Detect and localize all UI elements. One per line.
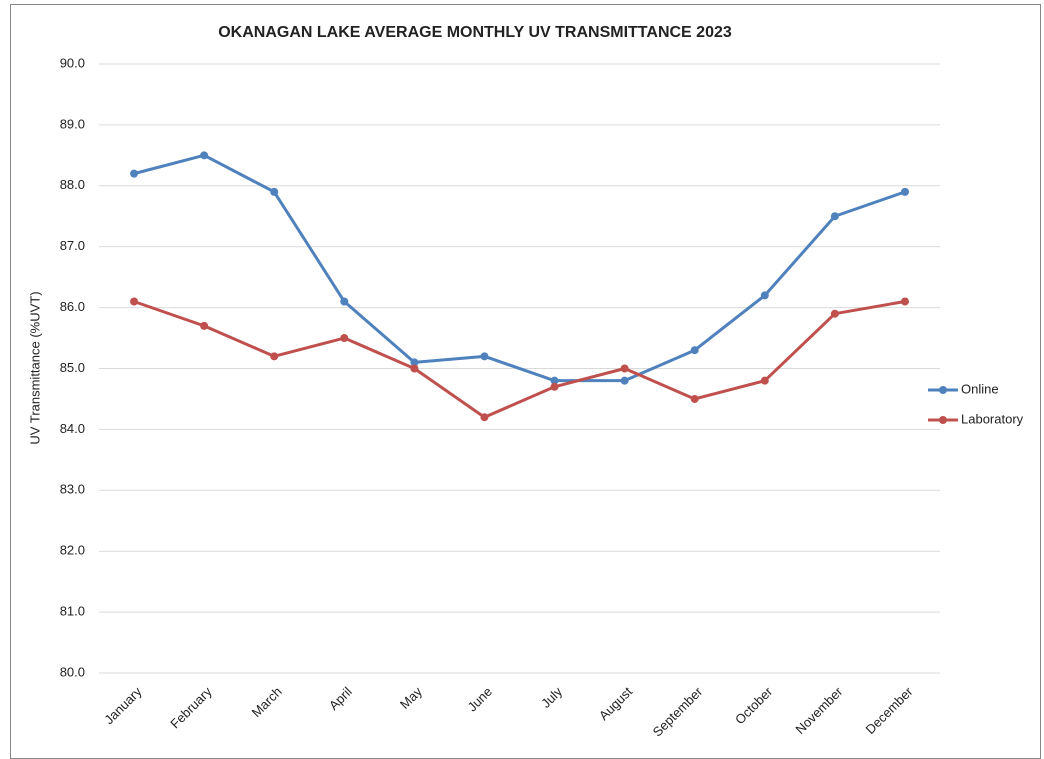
- data-point: [270, 187, 279, 196]
- data-point: [620, 376, 629, 385]
- y-tick-label: 81.0: [60, 604, 85, 619]
- series-line: [133, 153, 906, 383]
- data-point: [130, 297, 139, 306]
- y-axis-label: UV Transmittance (%UVT): [27, 291, 42, 444]
- data-point: [550, 376, 559, 385]
- y-tick-label: 82.0: [60, 543, 85, 558]
- data-point: [480, 413, 489, 422]
- data-point: [550, 382, 559, 391]
- data-point: [200, 321, 209, 330]
- y-tick-label: 83.0: [60, 482, 85, 497]
- series-line: [133, 300, 906, 419]
- data-point: [830, 309, 839, 318]
- data-point: [480, 352, 489, 361]
- chart-title: OKANAGAN LAKE AVERAGE MONTHLY UV TRANSMI…: [218, 24, 732, 41]
- data-point: [130, 169, 139, 178]
- y-tick-label: 88.0: [60, 177, 85, 192]
- data-point: [200, 151, 209, 160]
- legend-label: Laboratory: [961, 411, 1024, 426]
- y-tick-label: 90.0: [60, 55, 85, 70]
- y-tick-label: 80.0: [60, 664, 85, 679]
- data-point: [900, 187, 909, 196]
- data-point: [410, 358, 419, 367]
- data-point: [340, 297, 349, 306]
- y-tick-label: 84.0: [60, 421, 85, 436]
- legend-marker: [939, 416, 947, 424]
- data-point: [270, 352, 279, 361]
- data-point: [760, 291, 769, 300]
- y-tick-label: 87.0: [60, 238, 85, 253]
- data-point: [410, 364, 419, 373]
- data-point: [340, 334, 349, 343]
- legend-label: Online: [961, 381, 999, 396]
- data-point: [620, 364, 629, 373]
- data-point: [690, 394, 699, 403]
- y-tick-label: 85.0: [60, 360, 85, 375]
- data-point: [830, 212, 839, 221]
- data-point: [900, 297, 909, 306]
- y-tick-label: 86.0: [60, 299, 85, 314]
- data-point: [690, 346, 699, 355]
- data-point: [760, 376, 769, 385]
- y-tick-label: 89.0: [60, 116, 85, 131]
- legend-marker: [939, 386, 947, 394]
- chart-border: [10, 4, 1041, 759]
